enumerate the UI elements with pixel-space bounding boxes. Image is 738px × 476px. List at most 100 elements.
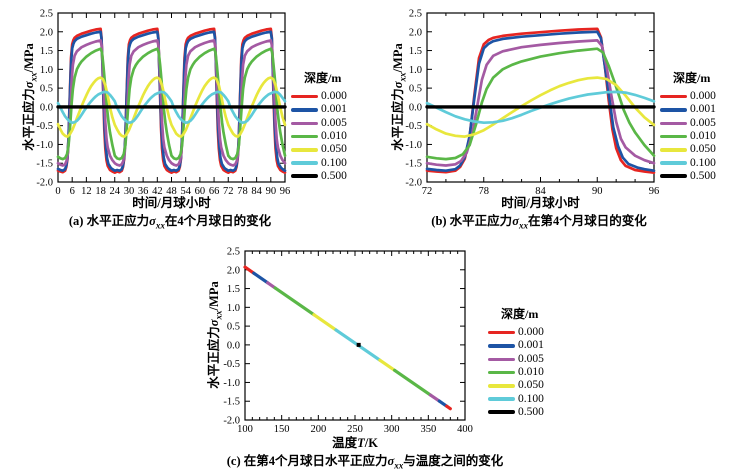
legend-label: 0.050 bbox=[690, 143, 716, 156]
svg-text:78: 78 bbox=[237, 186, 248, 197]
x-axis-label-text: 时间/月球小时 bbox=[132, 196, 211, 210]
blue-line-swatch bbox=[291, 108, 318, 112]
svg-text:90: 90 bbox=[266, 186, 277, 197]
chart-a-y-axis-label: 水平正应力σxx/MPa bbox=[18, 12, 39, 182]
x-axis-label-text: 时间/月球小时 bbox=[501, 196, 580, 210]
svg-text:90: 90 bbox=[592, 186, 603, 197]
legend-label: 0.010 bbox=[690, 130, 716, 143]
svg-text:0: 0 bbox=[55, 186, 60, 197]
legend-title: 深度/m bbox=[673, 71, 711, 85]
legend-entry: 0.001 bbox=[291, 103, 347, 116]
svg-text:12: 12 bbox=[81, 186, 92, 197]
svg-text:0.5: 0.5 bbox=[40, 84, 53, 95]
legend-label: 0.005 bbox=[690, 116, 716, 129]
chart-c-x-axis-label: 温度T/K bbox=[245, 432, 465, 451]
svg-text:6: 6 bbox=[70, 186, 75, 197]
chart-c-plot: 100 150 200 250 300 350 400 -2.0 -1.5 -1.0 -0.5 0.0… bbox=[223, 247, 473, 436]
svg-text:-0.5: -0.5 bbox=[36, 121, 53, 132]
svg-text:1.5: 1.5 bbox=[40, 46, 53, 57]
svg-text:36: 36 bbox=[138, 186, 149, 197]
chart-b-plot: 72 78 84 90 96 -2.0 -1.5 -1.0 -0.5 0.0 0.5 1.0 1.5 2.… bbox=[405, 9, 660, 198]
legend-title: 深度/m bbox=[501, 307, 539, 321]
sigma-symbol: σ bbox=[391, 81, 405, 89]
yellow-line-swatch bbox=[488, 384, 515, 388]
svg-text:30: 30 bbox=[124, 186, 135, 197]
svg-text:400: 400 bbox=[457, 424, 473, 435]
legend-label: 0.050 bbox=[321, 143, 347, 156]
y-axis-label-text: 水平正应力 bbox=[207, 326, 221, 389]
legend-entry: 0.010 bbox=[291, 130, 347, 143]
legend-label: 0.100 bbox=[321, 156, 347, 169]
sigma-subscript: xx bbox=[213, 310, 224, 320]
legend-label: 0.000 bbox=[518, 326, 544, 339]
svg-text:1.5: 1.5 bbox=[409, 46, 422, 57]
caption-text: (c) 在第4个月球日水平正应力 bbox=[226, 454, 388, 468]
legend-entry: 0.100 bbox=[488, 392, 544, 405]
x-axis-unit: /K bbox=[364, 436, 378, 450]
legend-entry: 0.100 bbox=[660, 156, 716, 169]
legend-label: 0.100 bbox=[690, 156, 716, 169]
sigma-symbol: σ bbox=[149, 214, 156, 228]
svg-text:-1.0: -1.0 bbox=[223, 378, 240, 389]
legend-label: 0.500 bbox=[518, 405, 544, 418]
sigma-subscript: xx bbox=[394, 460, 404, 471]
y-axis-label-text: 水平正应力 bbox=[391, 88, 405, 151]
legend-label: 0.100 bbox=[518, 392, 544, 405]
sigma-subscript: xx bbox=[155, 220, 165, 231]
depth-0.500-marker bbox=[356, 342, 361, 347]
legend-label: 0.000 bbox=[321, 90, 347, 103]
legend-entry: 0.005 bbox=[660, 117, 716, 130]
legend-entry: 0.000 bbox=[291, 90, 347, 103]
red-line-swatch bbox=[291, 94, 318, 99]
legend-title: 深度/m bbox=[304, 71, 342, 85]
svg-text:-1.0: -1.0 bbox=[405, 140, 422, 151]
svg-text:42: 42 bbox=[152, 186, 163, 197]
svg-text:1.0: 1.0 bbox=[40, 65, 53, 76]
legend-entry: 0.001 bbox=[660, 103, 716, 116]
legend-entry: 0.010 bbox=[488, 366, 544, 379]
svg-text:300: 300 bbox=[384, 424, 400, 435]
legend-label: 0.001 bbox=[321, 103, 347, 116]
red-line-swatch bbox=[488, 330, 515, 335]
legend-rows: 0.000 0.001 0.005 0.010 0.050 0.100 0.500 bbox=[660, 90, 716, 183]
x-axis-label-text: 温度 bbox=[332, 436, 358, 450]
blue-line-swatch bbox=[660, 108, 687, 112]
svg-text:0.0: 0.0 bbox=[409, 102, 422, 113]
green-line-swatch bbox=[291, 134, 318, 139]
caption-text: 在第4个月球日的变化 bbox=[527, 214, 647, 228]
svg-text:18: 18 bbox=[95, 186, 106, 197]
svg-text:-2.0: -2.0 bbox=[223, 416, 240, 427]
cyan-line-swatch bbox=[291, 161, 318, 165]
legend-entry: 0.100 bbox=[291, 156, 347, 169]
chart-c-panel: 100 150 200 250 300 350 400 -2.0 -1.5 -1.0 -0.5 0.0… bbox=[180, 238, 560, 476]
chart-b-caption: (b) 水平正应力σxx在第4个月球日的变化 bbox=[369, 210, 709, 231]
legend-label: 0.000 bbox=[690, 90, 716, 103]
svg-text:100: 100 bbox=[237, 424, 253, 435]
sigma-subscript: xx bbox=[518, 220, 528, 231]
svg-text:96: 96 bbox=[280, 186, 291, 197]
legend-entry: 0.500 bbox=[488, 406, 544, 419]
svg-text:84: 84 bbox=[251, 186, 262, 197]
green-line-swatch bbox=[488, 370, 515, 375]
svg-text:-1.5: -1.5 bbox=[405, 159, 422, 170]
svg-text:96: 96 bbox=[649, 186, 660, 197]
sigma-symbol: σ bbox=[387, 454, 395, 468]
svg-text:0.0: 0.0 bbox=[227, 340, 240, 351]
caption-text: 在4个月球日的变化 bbox=[164, 214, 272, 228]
legend-entry: 0.010 bbox=[660, 130, 716, 143]
svg-text:-2.0: -2.0 bbox=[36, 178, 53, 189]
chart-a-panel: 0 6 12 18 24 30 36 42 48 54 60 66 72 78 84 90 96 -2.0 -1.5… bbox=[0, 0, 369, 238]
y-axis-unit: /MPa bbox=[207, 281, 221, 311]
cyan-line-swatch bbox=[660, 161, 687, 165]
svg-text:-1.5: -1.5 bbox=[223, 397, 240, 408]
legend-label: 0.010 bbox=[518, 366, 544, 379]
sigma-symbol: σ bbox=[512, 214, 519, 228]
purple-line-swatch bbox=[291, 121, 318, 125]
svg-text:-0.5: -0.5 bbox=[405, 121, 422, 132]
legend-entry: 0.000 bbox=[660, 90, 716, 103]
sigma-symbol: σ bbox=[207, 319, 221, 327]
svg-text:0.5: 0.5 bbox=[409, 84, 422, 95]
legend-label: 0.005 bbox=[321, 116, 347, 129]
legend-entry: 0.050 bbox=[660, 143, 716, 156]
red-line-swatch bbox=[660, 94, 687, 99]
